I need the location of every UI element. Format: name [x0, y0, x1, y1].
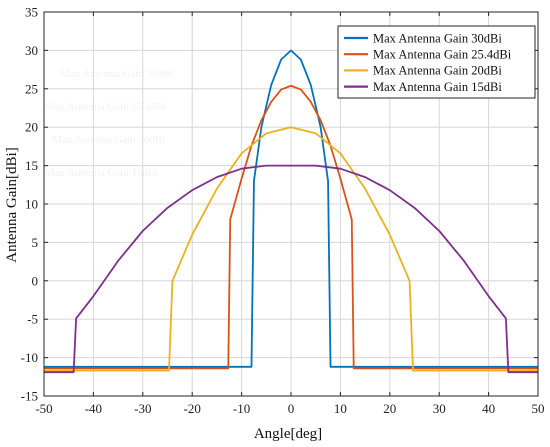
- ghost-label: Max Antenna Gain 15dBi: [45, 167, 158, 179]
- x-tick-label: 30: [433, 401, 446, 416]
- x-tick-label: -40: [85, 401, 102, 416]
- legend-label: Max Antenna Gain 25.4dBi: [373, 48, 512, 62]
- y-tick-label: 20: [25, 120, 38, 135]
- y-tick-label: 35: [25, 5, 38, 20]
- x-tick-label: 40: [482, 401, 495, 416]
- x-tick-label: -10: [233, 401, 250, 416]
- legend-label: Max Antenna Gain 30dBi: [373, 31, 502, 45]
- axis-ticks: -50 -40 -30 -20 -10 0 10 20 30 40 50-15-10-5051015…: [21, 5, 545, 417]
- x-tick-label: -30: [134, 401, 151, 416]
- series-line-1: [44, 49, 538, 368]
- ghost-watermark-labels: Max Antenna Gain 30dBi Max Antenna Gain 2…: [45, 68, 173, 179]
- x-tick-label: -20: [184, 401, 201, 416]
- series-line-2: [44, 84, 538, 370]
- x-tick-label: 0: [288, 401, 295, 416]
- y-tick-label: 15: [25, 158, 38, 173]
- legend-label: Max Antenna Gain 15dBi: [373, 80, 502, 94]
- y-tick-label: 5: [32, 235, 39, 250]
- legend-box: [337, 25, 536, 99]
- x-tick-label: 10: [334, 401, 347, 416]
- series-line-4: [44, 164, 538, 374]
- y-tick-label: -10: [21, 350, 38, 365]
- y-tick-label: -15: [21, 389, 38, 404]
- y-tick-label: -5: [27, 312, 38, 327]
- legend: Max Antenna Gain 30dBi Max Antenna Gain 2…: [337, 25, 536, 99]
- series-lines: [44, 49, 538, 374]
- x-tick-label: 20: [383, 401, 396, 416]
- y-tick-label: 10: [25, 197, 38, 212]
- series-line-3: [44, 126, 538, 372]
- y-axis-title: Antenna Gain[dBi]: [4, 147, 20, 262]
- y-tick-label: 30: [25, 43, 38, 58]
- legend-label: Max Antenna Gain 20dBi: [373, 64, 502, 78]
- x-axis-title-group: Angle[deg]: [254, 426, 322, 442]
- ghost-label: Max Antenna Gain 25.4dBi: [45, 101, 167, 113]
- x-axis-title: Angle[deg]: [254, 426, 322, 442]
- y-tick-label: 25: [25, 81, 38, 96]
- x-tick-label: -50: [35, 401, 52, 416]
- y-axis-title-group: Antenna Gain[dBi]: [4, 147, 20, 262]
- ghost-label: Max Antenna Gain 20dBi: [52, 134, 165, 146]
- x-tick-label: 50: [532, 401, 545, 416]
- ghost-label: Max Antenna Gain 30dBi: [60, 68, 173, 80]
- y-tick-label: 0: [32, 273, 39, 288]
